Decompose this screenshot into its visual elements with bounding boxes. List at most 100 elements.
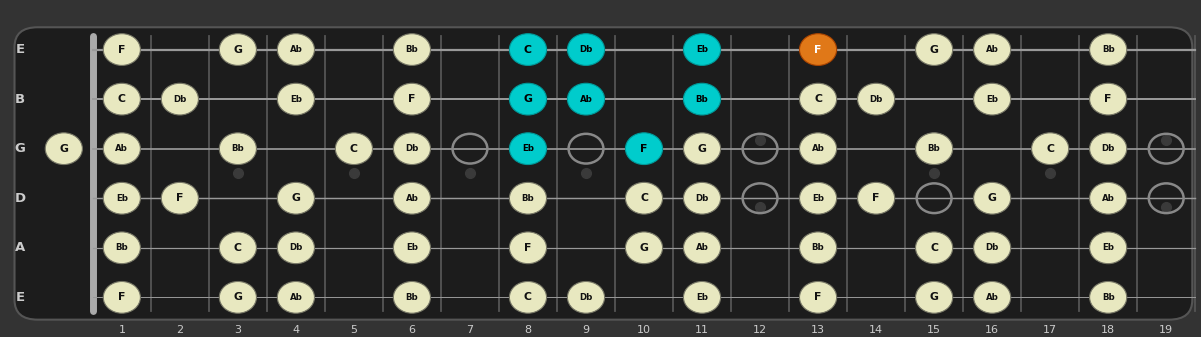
Text: C: C	[524, 293, 532, 302]
Circle shape	[974, 83, 1011, 115]
Text: D: D	[14, 192, 26, 205]
Text: 1: 1	[119, 325, 125, 335]
Circle shape	[915, 281, 952, 313]
Text: Db: Db	[1101, 144, 1115, 153]
Circle shape	[800, 281, 837, 313]
Circle shape	[161, 182, 198, 214]
Circle shape	[509, 232, 546, 264]
Circle shape	[915, 232, 952, 264]
Text: G: G	[233, 293, 243, 302]
Text: 7: 7	[466, 325, 473, 335]
Circle shape	[683, 34, 721, 65]
Text: 2: 2	[177, 325, 184, 335]
Text: G: G	[698, 144, 706, 154]
Text: Bb: Bb	[115, 243, 129, 252]
Text: Eb: Eb	[697, 293, 709, 302]
Circle shape	[915, 133, 952, 164]
Text: Bb: Bb	[406, 293, 418, 302]
Text: G: G	[14, 142, 25, 155]
Text: Eb: Eb	[1103, 243, 1115, 252]
Circle shape	[220, 232, 257, 264]
Text: Bb: Bb	[232, 144, 244, 153]
Text: Db: Db	[870, 95, 883, 103]
Circle shape	[277, 232, 315, 264]
Text: F: F	[814, 44, 821, 55]
Circle shape	[103, 281, 141, 313]
Text: A: A	[16, 241, 25, 254]
Circle shape	[800, 83, 837, 115]
Text: F: F	[118, 44, 126, 55]
Text: Ab: Ab	[289, 45, 303, 54]
Circle shape	[220, 133, 257, 164]
Text: Eb: Eb	[115, 194, 127, 203]
Text: Ab: Ab	[580, 95, 592, 103]
Text: Db: Db	[405, 144, 419, 153]
Text: Eb: Eb	[289, 95, 301, 103]
Text: 4: 4	[292, 325, 299, 335]
Text: 5: 5	[351, 325, 358, 335]
Text: F: F	[118, 293, 126, 302]
Text: Db: Db	[986, 243, 999, 252]
Circle shape	[626, 182, 663, 214]
Text: Ab: Ab	[289, 293, 303, 302]
Circle shape	[394, 34, 430, 65]
Text: Eb: Eb	[986, 95, 998, 103]
Circle shape	[509, 83, 546, 115]
Text: Db: Db	[695, 194, 709, 203]
Text: Bb: Bb	[406, 45, 418, 54]
Text: G: G	[524, 94, 532, 104]
Text: 19: 19	[1159, 325, 1173, 335]
Text: G: G	[640, 243, 649, 253]
Circle shape	[46, 133, 83, 164]
Circle shape	[567, 34, 604, 65]
Text: C: C	[814, 94, 821, 104]
Text: 18: 18	[1101, 325, 1116, 335]
Circle shape	[277, 182, 315, 214]
Circle shape	[509, 133, 546, 164]
Text: C: C	[1046, 144, 1054, 154]
Text: Db: Db	[579, 45, 592, 54]
Circle shape	[683, 281, 721, 313]
Text: 14: 14	[870, 325, 883, 335]
Text: F: F	[408, 94, 416, 104]
Text: 3: 3	[234, 325, 241, 335]
Text: 12: 12	[753, 325, 767, 335]
Circle shape	[567, 281, 604, 313]
Circle shape	[683, 83, 721, 115]
Text: Db: Db	[173, 95, 186, 103]
Text: E: E	[16, 43, 25, 56]
Text: 8: 8	[525, 325, 532, 335]
Circle shape	[103, 182, 141, 214]
Circle shape	[1032, 133, 1069, 164]
Circle shape	[858, 83, 895, 115]
Circle shape	[683, 133, 721, 164]
Text: Ab: Ab	[812, 144, 825, 153]
Text: G: G	[930, 44, 938, 55]
Text: Eb: Eb	[406, 243, 418, 252]
Circle shape	[974, 232, 1011, 264]
Text: 15: 15	[927, 325, 942, 335]
Circle shape	[1089, 34, 1127, 65]
Circle shape	[277, 34, 315, 65]
Text: C: C	[234, 243, 241, 253]
Text: 16: 16	[985, 325, 999, 335]
Text: Ab: Ab	[115, 144, 129, 153]
Text: C: C	[524, 44, 532, 55]
Text: 10: 10	[637, 325, 651, 335]
Circle shape	[1089, 182, 1127, 214]
Circle shape	[161, 83, 198, 115]
Text: Db: Db	[289, 243, 303, 252]
Circle shape	[220, 34, 257, 65]
Text: Bb: Bb	[1101, 293, 1115, 302]
Circle shape	[626, 133, 663, 164]
Text: F: F	[640, 144, 647, 154]
Text: Eb: Eb	[812, 194, 824, 203]
Text: Ab: Ab	[695, 243, 709, 252]
Circle shape	[974, 182, 1011, 214]
Circle shape	[509, 182, 546, 214]
Circle shape	[277, 281, 315, 313]
Circle shape	[915, 34, 952, 65]
Text: Bb: Bb	[1101, 45, 1115, 54]
Text: Eb: Eb	[522, 144, 534, 153]
Circle shape	[394, 83, 430, 115]
